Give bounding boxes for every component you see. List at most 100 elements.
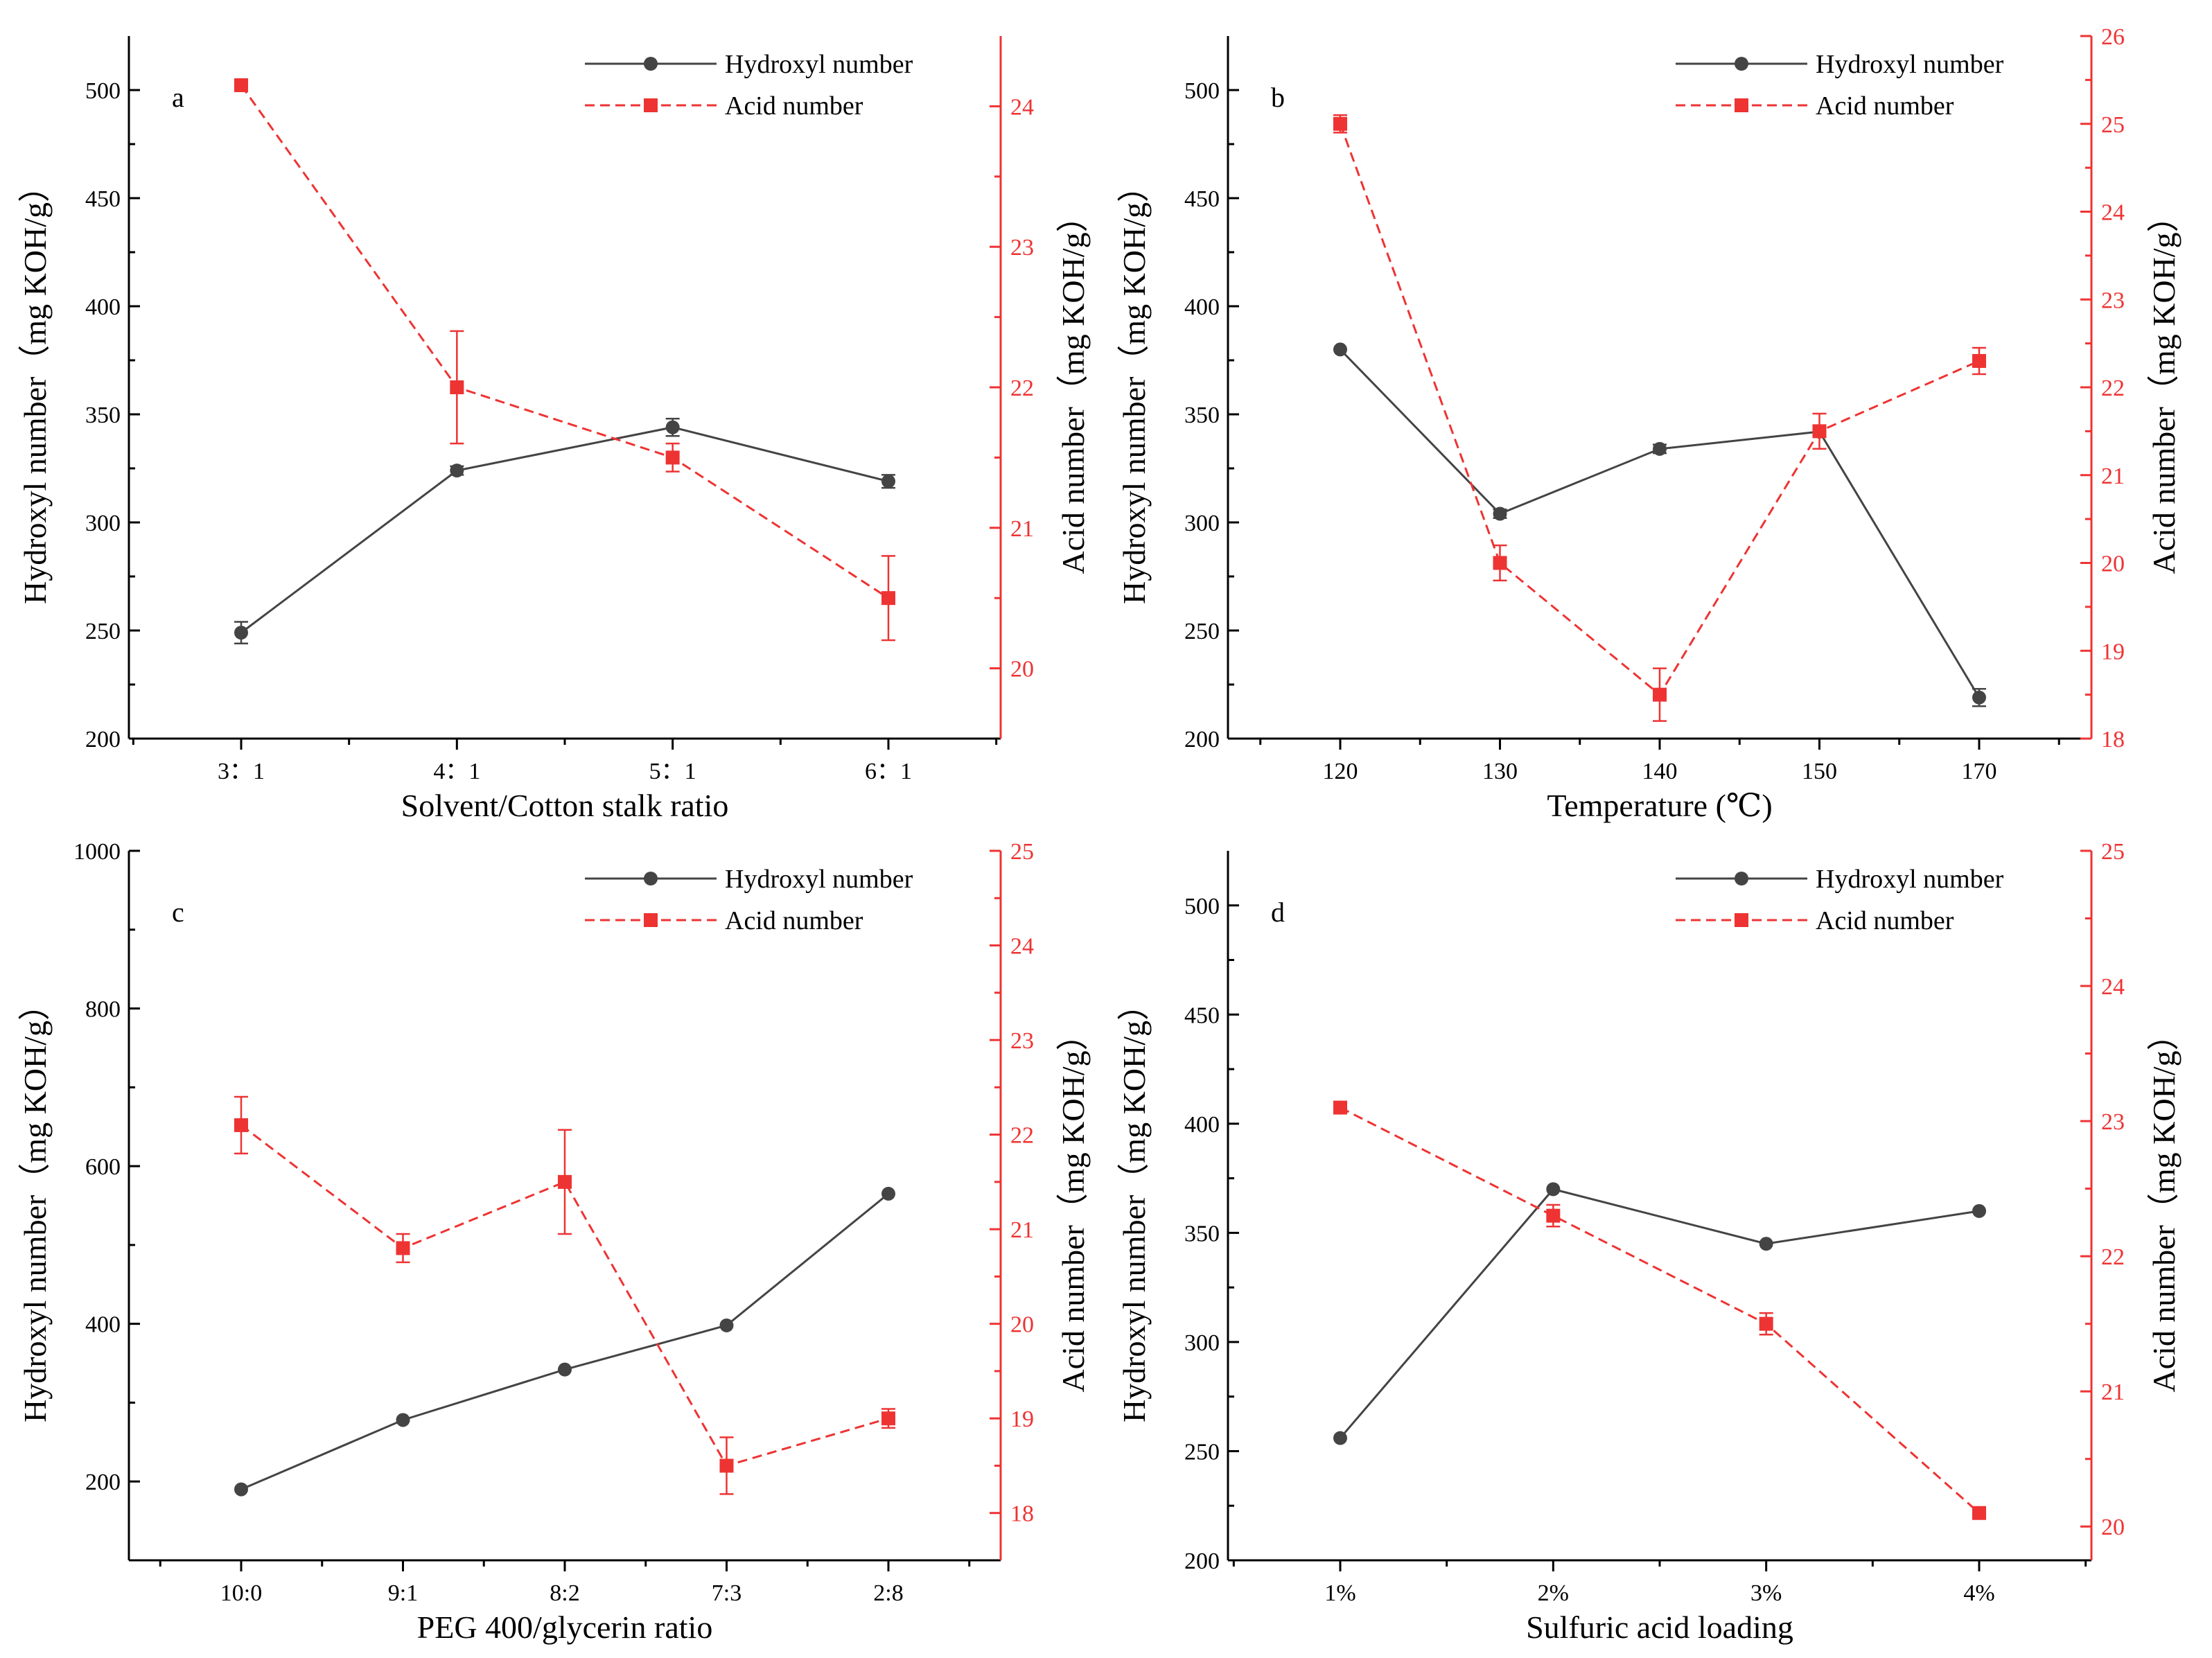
right-tick-label: 21 — [1010, 1217, 1034, 1243]
left-tick-label: 450 — [85, 186, 121, 212]
data-point — [665, 450, 680, 465]
x-tick-label: 10:0 — [220, 1580, 262, 1606]
panel-label: a — [172, 82, 184, 113]
right-tick-label: 23 — [2101, 1109, 2125, 1135]
series-line — [1339, 1188, 1980, 1439]
data-point — [1333, 342, 1347, 357]
right-tick-label: 23 — [1010, 1028, 1034, 1054]
data-point — [234, 1118, 248, 1132]
series-acid — [234, 1095, 895, 1495]
series-hydroxyl — [234, 1186, 895, 1497]
panel-label: d — [1271, 897, 1285, 928]
right-axis-title: Acid number（mg KOH/g） — [1055, 1018, 1091, 1392]
data-point — [881, 474, 895, 488]
left-axis-title: Hydroxyl number（mg KOH/g） — [1116, 989, 1152, 1422]
legend-label-hydroxyl: Hydroxyl number — [1816, 50, 2004, 79]
legend-marker-acid — [1735, 98, 1748, 112]
right-axis-title: Acid number（mg KOH/g） — [2146, 200, 2182, 574]
left-tick-label: 300 — [1184, 1330, 1220, 1356]
left-tick-label: 300 — [1184, 511, 1220, 536]
right-tick-label: 22 — [1010, 376, 1034, 401]
left-tick-label: 350 — [1184, 403, 1220, 428]
right-tick-label: 18 — [1010, 1501, 1034, 1527]
data-point — [234, 626, 248, 640]
data-point — [450, 464, 464, 478]
data-point — [719, 1458, 734, 1473]
right-tick-label: 22 — [2101, 1244, 2125, 1270]
right-tick-label: 26 — [2101, 24, 2125, 50]
data-point — [881, 1411, 895, 1426]
right-tick-label: 25 — [2101, 112, 2125, 138]
data-point — [558, 1174, 572, 1189]
left-tick-label: 200 — [1184, 727, 1220, 752]
data-point — [881, 1186, 895, 1201]
series-line — [1339, 349, 1981, 698]
left-tick-label: 250 — [85, 619, 121, 644]
right-axis-title: Acid number（mg KOH/g） — [1055, 200, 1091, 574]
x-tick-label: 130 — [1482, 759, 1518, 784]
legend: Hydroxyl number Acid number — [1676, 50, 2004, 121]
legend-label-hydroxyl: Hydroxyl number — [1816, 865, 2004, 894]
x-tick-label: 4：1 — [433, 759, 480, 784]
panel-c: 200 400 600 800 1000 18 19 20 21 22 23 24 25 10:0 9:1 8… — [17, 839, 1091, 1645]
data-point — [1759, 1237, 1773, 1251]
data-point — [1972, 1506, 1986, 1520]
right-tick-label: 20 — [1010, 657, 1034, 682]
right-tick-label: 21 — [2101, 464, 2125, 489]
left-axis-title: Hydroxyl number（mg KOH/g） — [17, 170, 53, 604]
panel-label: c — [172, 897, 184, 928]
left-tick-label: 800 — [85, 997, 121, 1023]
legend-marker-hydroxyl — [644, 57, 658, 71]
right-tick-label: 20 — [1010, 1312, 1034, 1338]
legend-marker-acid — [644, 98, 658, 112]
right-tick-label: 19 — [1010, 1406, 1034, 1432]
panel-d: 200 250 300 350 400 450 500 20 21 22 23 24 25 1% 2% 3% 4… — [1116, 839, 2182, 1645]
data-point — [234, 78, 248, 92]
right-tick-label: 24 — [1010, 934, 1034, 960]
data-point — [1972, 353, 1986, 368]
x-tick-label: 7:3 — [712, 1580, 741, 1606]
right-tick-label: 22 — [2101, 376, 2125, 401]
legend: Hydroxyl number Acid number — [1676, 865, 2004, 935]
data-point — [1546, 1182, 1561, 1197]
data-point — [396, 1413, 410, 1427]
x-tick-label: 120 — [1323, 759, 1358, 784]
x-tick-label: 5：1 — [649, 759, 696, 784]
left-tick-label: 600 — [85, 1154, 121, 1180]
left-tick-label: 200 — [1184, 1549, 1220, 1574]
series-acid — [234, 78, 895, 642]
legend-label-acid: Acid number — [1816, 906, 1954, 935]
left-tick-label: 450 — [1184, 1003, 1220, 1028]
data-point — [1493, 556, 1507, 570]
legend: Hydroxyl number Acid number — [585, 50, 913, 121]
left-tick-label: 400 — [1184, 294, 1220, 320]
right-tick-label: 24 — [1010, 94, 1034, 120]
right-tick-label: 20 — [2101, 552, 2125, 577]
data-point — [1493, 506, 1507, 521]
data-point — [1972, 690, 1986, 705]
legend-label-acid: Acid number — [725, 91, 863, 121]
data-point — [1333, 1431, 1347, 1445]
left-tick-label: 350 — [85, 403, 121, 428]
series-line — [1339, 123, 1980, 696]
left-tick-label: 400 — [85, 1312, 121, 1338]
x-tick-label: 4% — [1963, 1580, 1994, 1606]
data-point — [1333, 1100, 1347, 1115]
left-tick-label: 500 — [1184, 78, 1220, 104]
data-point — [1972, 1203, 1986, 1218]
x-tick-label: 150 — [1802, 759, 1837, 784]
left-tick-label: 500 — [1184, 894, 1220, 919]
right-tick-label: 25 — [2101, 839, 2125, 865]
right-tick-label: 24 — [2101, 974, 2125, 1000]
data-point — [396, 1241, 410, 1255]
left-tick-label: 400 — [85, 294, 121, 320]
panel-label: b — [1271, 82, 1285, 113]
data-point — [1653, 687, 1667, 702]
left-tick-label: 200 — [85, 1470, 121, 1495]
right-tick-label: 23 — [1010, 235, 1034, 261]
series-line — [240, 1192, 889, 1490]
x-tick-label: 6：1 — [865, 759, 912, 784]
right-axis-title: Acid number（mg KOH/g） — [2146, 1018, 2182, 1392]
x-tick-label: 9:1 — [388, 1580, 418, 1606]
